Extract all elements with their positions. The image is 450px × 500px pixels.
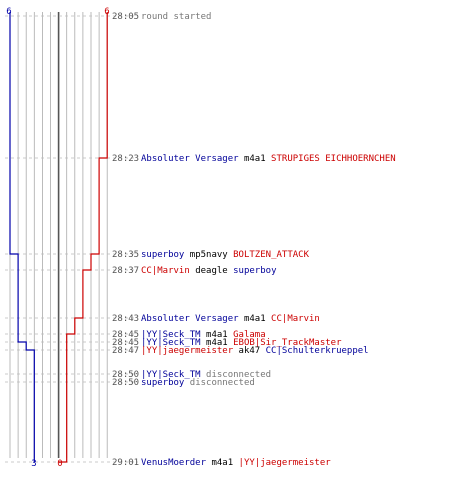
event-segment: STRUPIGES EICHHOERNCHEN (266, 154, 396, 164)
event-segment: superboy (141, 378, 185, 388)
event-segment: Galama (228, 330, 266, 340)
event-row: 28:37 CC|Marvin deagle superboy (112, 266, 277, 276)
event-segment: m4a1 (201, 338, 228, 348)
event-text: VenusMoerder m4a1 |YY|jaegermeister (141, 458, 331, 468)
event-timestamp: 28:43 (112, 314, 139, 324)
event-segment: |YY|jaegermeister (233, 458, 331, 468)
event-segment: VenusMoerder (141, 458, 207, 468)
event-segment: |YY|Seck_TM (141, 370, 201, 380)
score-labels: 6 6 3 0 (6, 7, 109, 469)
event-segment: BOLTZEN_ATTACK (228, 250, 310, 260)
event-text: |YY|Seck_TM disconnected (141, 370, 271, 380)
event-segment: |YY|jaegermeister (141, 346, 234, 356)
event-timestamp: 28:45 (112, 330, 139, 340)
event-timestamp: 28:47 (112, 346, 139, 356)
event-segment: superboy (141, 250, 185, 260)
event-segment: m4a1 (201, 330, 228, 340)
blue-end-count: 3 (31, 459, 36, 469)
event-segment: Absoluter Versager (141, 314, 239, 324)
event-timestamp: 28:37 (112, 266, 139, 276)
event-segment: |YY|Seck_TM (141, 338, 201, 348)
blue-start-count: 6 (6, 7, 11, 17)
event-row: 28:05 round started (112, 12, 211, 22)
event-row: 28:50 superboy disconnected (112, 378, 255, 388)
event-row: 28:43 Absoluter Versager m4a1 CC|Marvin (112, 314, 320, 324)
event-row: 28:45 |YY|Seck_TM m4a1 EBOB|Sir_TrackMast… (112, 338, 342, 348)
event-segment: m4a1 (239, 314, 266, 324)
event-segment: m4a1 (206, 458, 233, 468)
event-timestamp: 28:05 (112, 12, 139, 22)
event-row: 28:50 |YY|Seck_TM disconnected (112, 370, 271, 380)
event-timestamp: 29:01 (112, 458, 139, 468)
event-text: Absoluter Versager m4a1 CC|Marvin (141, 314, 320, 324)
event-guide-lines (5, 15, 138, 463)
event-text: |YY|Seck_TM m4a1 Galama (141, 330, 266, 340)
event-row: 28:35 superboy mp5navy BOLTZEN_ATTACK (112, 250, 310, 260)
timeline-grid (9, 12, 108, 458)
event-segment: Absoluter Versager (141, 154, 239, 164)
event-timestamp: 28:50 (112, 370, 139, 380)
blue-team-alive-line (9, 12, 35, 462)
event-segment: mp5navy (184, 250, 228, 260)
event-text: |YY|Seck_TM m4a1 EBOB|Sir_TrackMaster (141, 338, 342, 348)
event-segment: |YY|Seck_TM (141, 330, 201, 340)
event-row: 28:45 |YY|Seck_TM m4a1 Galama (112, 330, 266, 340)
red-alive-path (58, 12, 108, 463)
event-row: 28:47 |YY|jaegermeister ak47 CC|Schulterk… (112, 346, 369, 356)
event-segment: round started (141, 12, 211, 22)
event-row: 28:23 Absoluter Versager m4a1 STRUPIGES E… (112, 154, 396, 164)
event-text: superboy mp5navy BOLTZEN_ATTACK (141, 250, 310, 260)
event-text: round started (141, 12, 211, 22)
event-segment: disconnected (184, 378, 254, 388)
event-segment: superboy (228, 266, 277, 276)
red-team-alive-line (58, 12, 108, 463)
event-text: Absoluter Versager m4a1 STRUPIGES EICHHO… (141, 154, 396, 164)
event-timestamp: 28:23 (112, 154, 139, 164)
event-segment: ak47 (233, 346, 260, 356)
event-segment: CC|Marvin (266, 314, 320, 324)
event-segment: deagle (190, 266, 228, 276)
event-segment: m4a1 (239, 154, 266, 164)
event-segment: CC|Marvin (141, 266, 190, 276)
event-timestamp: 28:35 (112, 250, 139, 260)
event-segment: EBOB|Sir_TrackMaster (228, 338, 342, 348)
red-start-count: 6 (104, 7, 109, 17)
event-segment: CC|Schulterkrueppel (260, 346, 368, 356)
red-end-count: 0 (57, 459, 62, 469)
event-timestamp: 28:45 (112, 338, 139, 348)
event-timestamp: 28:50 (112, 378, 139, 388)
event-text: |YY|jaegermeister ak47 CC|Schulterkruepp… (141, 346, 369, 356)
blue-alive-path (9, 12, 35, 462)
event-text: superboy disconnected (141, 378, 255, 388)
event-text: CC|Marvin deagle superboy (141, 266, 277, 276)
event-row: 29:01 VenusMoerder m4a1 |YY|jaegermeister (112, 458, 331, 468)
event-segment: disconnected (201, 370, 271, 380)
